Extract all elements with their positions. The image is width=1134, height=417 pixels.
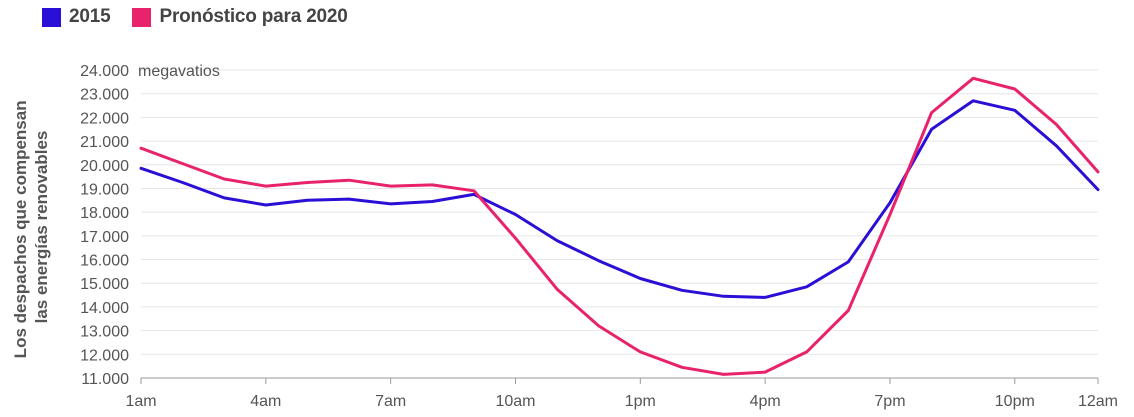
y-tick-label: 23.000 bbox=[80, 87, 129, 104]
y-tick-labels: 24.000 23.000 22.000 21.000 20.000 19.000 18.0… bbox=[80, 63, 129, 388]
y-tick-label: 16.000 bbox=[80, 253, 129, 270]
y-tick-label: 12.000 bbox=[80, 347, 129, 364]
y-tick-label: 17.000 bbox=[80, 229, 129, 246]
legend-label-2015: 2015 bbox=[69, 6, 111, 27]
x-tick-label: 10pm bbox=[995, 393, 1035, 410]
y-tick-label: 13.000 bbox=[80, 324, 129, 341]
legend-swatch-2020 bbox=[132, 7, 152, 27]
legend-swatch-2015 bbox=[42, 7, 61, 27]
legend-label-2020: Pronóstico para 2020 bbox=[159, 6, 348, 27]
y-tick-label: 18.000 bbox=[80, 205, 129, 222]
y-tick-label: 21.000 bbox=[80, 134, 129, 151]
x-tick-label: 4pm bbox=[750, 393, 781, 410]
series-lines bbox=[139, 76, 1100, 376]
y-axis-label-line-2: las energías renovables bbox=[32, 131, 51, 324]
y-unit-label: megavatios bbox=[138, 63, 220, 80]
series-line-2015 bbox=[139, 99, 1100, 299]
x-tick-label: 7pm bbox=[874, 393, 905, 410]
y-tick-label: 22.000 bbox=[80, 110, 129, 127]
y-axis-label: Los despachos que compensan las energías… bbox=[11, 96, 51, 359]
x-tick-label: 4am bbox=[250, 393, 281, 410]
x-tick-labels: 1am 4am 7am 10am 1pm 4pm 7pm 10pm 12am bbox=[125, 378, 1118, 410]
legend-item-2015: 2015 bbox=[42, 6, 111, 28]
y-tick-label: 11.000 bbox=[81, 371, 129, 388]
x-tick-label: 1pm bbox=[625, 393, 656, 410]
legend: 2015 Pronóstico para 2020 bbox=[42, 6, 370, 28]
y-tick-label: 19.000 bbox=[80, 181, 129, 198]
x-tick-label: 10am bbox=[495, 393, 535, 410]
series-line-2020-forecast bbox=[139, 76, 1100, 376]
y-tick-label: 24.000 bbox=[80, 63, 129, 80]
x-tick-label: 12am bbox=[1078, 393, 1118, 410]
y-tick-label: 15.000 bbox=[80, 276, 129, 293]
y-axis-label-line-1: Los despachos que compensan bbox=[11, 100, 30, 358]
y-tick-label: 14.000 bbox=[80, 300, 129, 317]
x-tick-label: 1am bbox=[125, 393, 156, 410]
x-tick-label: 7am bbox=[375, 393, 406, 410]
legend-item-2020: Pronóstico para 2020 bbox=[132, 6, 348, 28]
y-tick-label: 20.000 bbox=[80, 158, 129, 175]
grid bbox=[141, 69, 1098, 379]
